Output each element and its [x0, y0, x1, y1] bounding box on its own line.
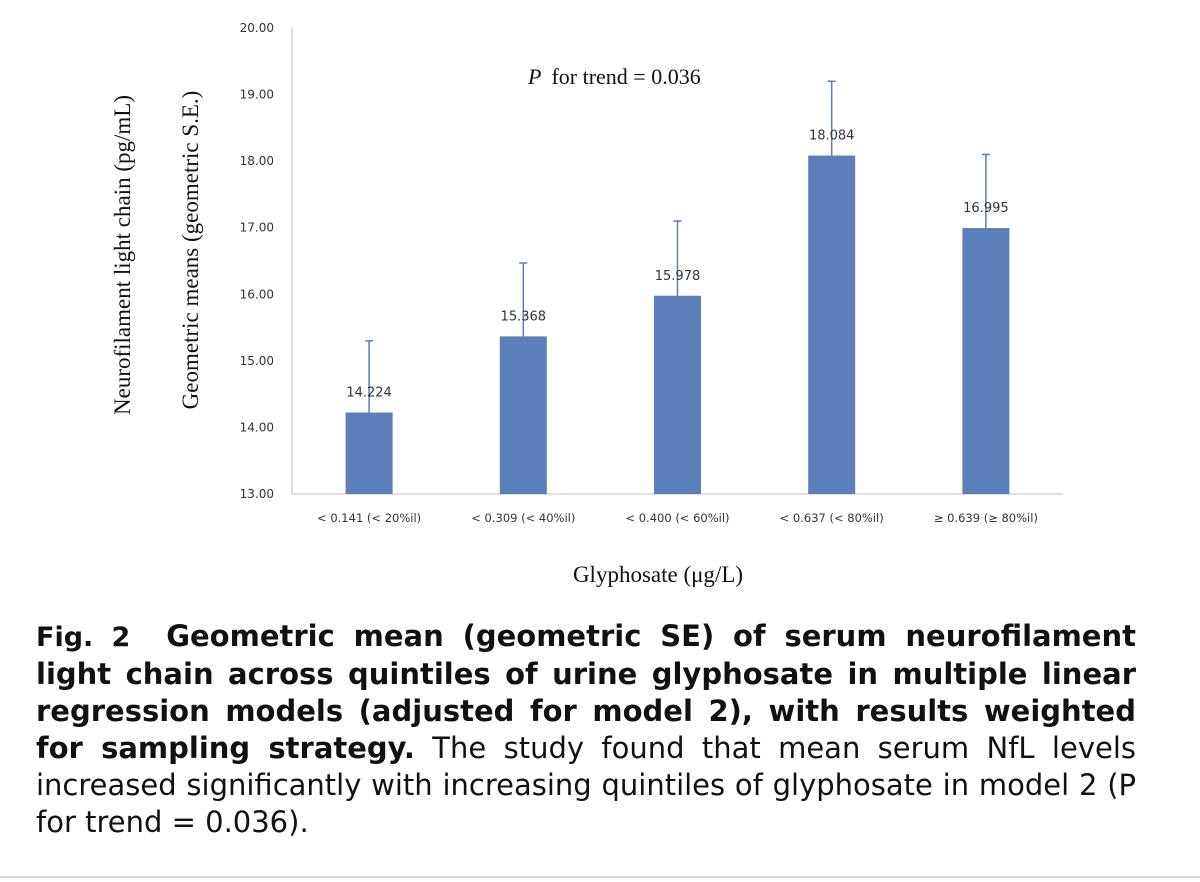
x-axis-title: Glyphosate (μg/L) — [573, 562, 743, 587]
data-label: 18.084 — [809, 129, 855, 144]
category-label: < 0.637 (< 80%il) — [780, 511, 884, 525]
y-tick-label: 13.00 — [240, 487, 274, 501]
y-tick-labels: 13.00 14.00 15.00 16.00 17.00 18.00 19.00 20.00 — [240, 21, 274, 501]
y-tick-label: 20.00 — [240, 21, 274, 35]
category-label: < 0.309 (< 40%il) — [471, 511, 575, 525]
bar — [962, 228, 1010, 494]
y-axis-title-line2: Geometric means (geometric S.E.) — [178, 91, 203, 410]
category-labels-group: < 0.141 (< 20%il) < 0.309 (< 40%il) < 0.40… — [317, 511, 1038, 525]
category-label: < 0.400 (< 60%il) — [625, 511, 729, 525]
bottom-divider — [0, 876, 1200, 878]
category-label: ≥ 0.639 (≥ 80%il) — [934, 511, 1038, 525]
bar — [808, 155, 856, 495]
error-bars-group — [365, 80, 990, 413]
y-tick-label: 18.00 — [240, 154, 274, 168]
data-label: 14.224 — [346, 386, 392, 401]
y-tick-label: 14.00 — [240, 420, 274, 434]
bar — [654, 295, 701, 494]
bar — [499, 336, 547, 494]
y-tick-label: 17.00 — [240, 221, 274, 235]
y-axis-title-line1: Neurofilament light chain (pg/mL) — [110, 95, 135, 415]
caption-title: Geometric mean (geometric SE) of serum n… — [36, 619, 1136, 765]
data-label: 15.368 — [501, 309, 547, 324]
data-label: 15.978 — [655, 269, 701, 284]
category-label: < 0.141 (< 20%il) — [317, 511, 421, 525]
data-labels-group: 14.224 15.368 15.978 18.084 16.995 — [346, 129, 1008, 401]
trend-annotation-text: for trend = 0.036 — [551, 64, 700, 89]
figure-caption: Fig. 2 Geometric mean (geometric SE) of … — [36, 618, 1136, 841]
data-label: 16.995 — [963, 201, 1009, 216]
figure-label: Fig. 2 — [36, 622, 131, 653]
caption-body: The study found that mean serum NfL leve… — [36, 731, 1137, 839]
y-tick-label: 16.00 — [240, 287, 274, 301]
y-tick-label: 15.00 — [240, 354, 274, 368]
bars-group — [345, 155, 1010, 495]
y-tick-label: 19.00 — [240, 88, 274, 102]
trend-annotation-p: P — [527, 64, 541, 89]
bar-chart: Neurofilament light chain (pg/mL) Geomet… — [110, 21, 1063, 587]
bar — [345, 412, 393, 494]
